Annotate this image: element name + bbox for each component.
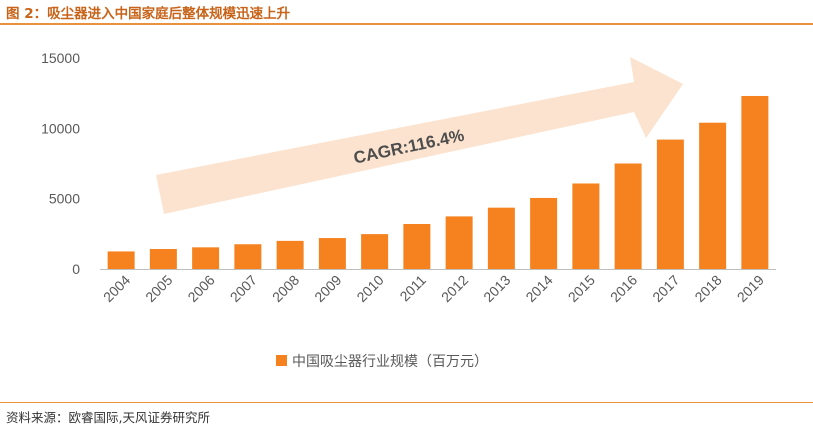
x-tick-label: 2019 [734,272,767,305]
bar [276,240,304,269]
y-tick-label: 15000 [41,50,80,66]
legend-swatch [276,355,287,366]
x-tick-label: 2016 [607,272,640,305]
bar [149,249,177,269]
bar [572,183,600,269]
bar [234,244,262,269]
x-tick-label: 2006 [184,272,217,305]
bar [530,197,558,269]
x-tick-label: 2007 [227,272,260,305]
x-tick-label: 2018 [691,272,724,305]
y-tick-label: 10000 [41,120,80,136]
source-note: 资料来源：欧睿国际,天风证券研究所 [6,410,210,425]
x-tick-label: 2010 [353,272,386,305]
bar [192,247,220,269]
trend-arrow [156,57,683,214]
x-tick-label: 2017 [649,272,682,305]
x-tick-label: 2004 [100,272,133,305]
bar [361,234,389,269]
x-tick-label: 2009 [311,272,344,305]
x-tick-label: 2015 [565,272,598,305]
bar [318,238,346,269]
x-tick-label: 2005 [142,272,175,305]
bar [614,163,642,269]
legend-label: 中国吸尘器行业规模（百万元） [292,354,488,370]
y-tick-label: 0 [72,261,80,277]
bar [699,122,727,269]
x-tick-label: 2008 [269,272,302,305]
bar [445,216,473,269]
bar [741,95,769,269]
source-rule [0,402,813,403]
x-tick-label: 2013 [480,272,513,305]
x-tick-label: 2012 [438,272,471,305]
bar [403,223,431,269]
title-rule [0,23,813,25]
x-tick-label: 2011 [396,272,429,305]
y-tick-label: 5000 [49,191,80,207]
bar [656,139,684,269]
bar [107,251,135,269]
bar [487,207,515,269]
figure-title: 图 2：吸尘器进入中国家庭后整体规模迅速上升 [6,6,291,22]
x-tick-label: 2014 [522,272,555,305]
